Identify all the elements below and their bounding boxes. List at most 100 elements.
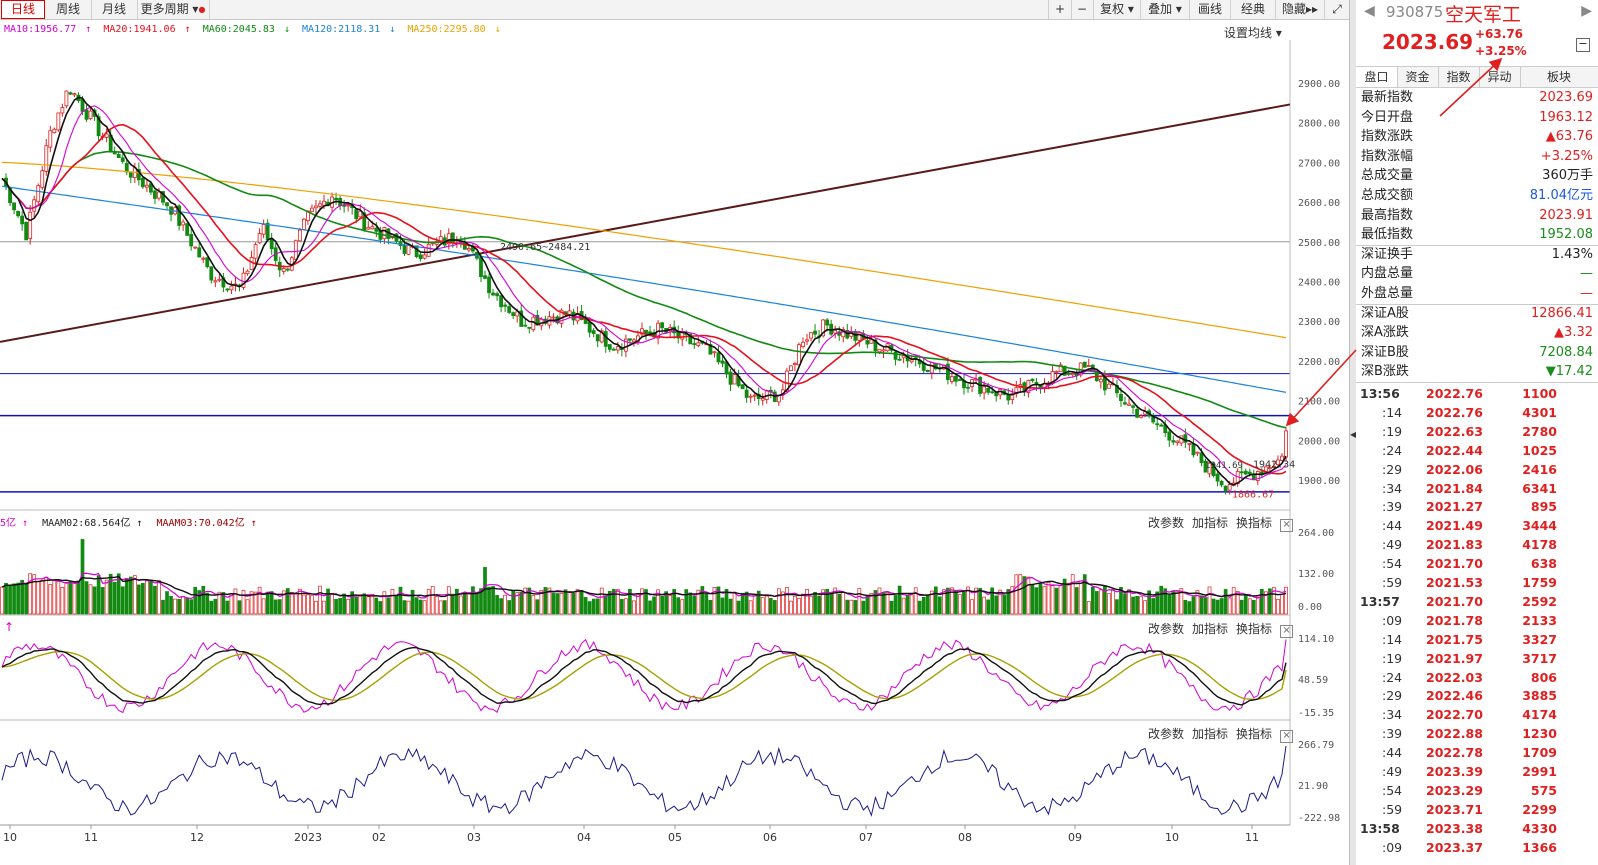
vol-ma3-label: MAAM03:70.042亿 ↑ xyxy=(156,518,257,529)
volume-bar xyxy=(559,592,564,615)
volume-bar xyxy=(1006,589,1011,615)
volume-bar xyxy=(1187,601,1192,615)
hide-button[interactable]: 隐藏▸▸ xyxy=(1276,0,1325,19)
candle xyxy=(789,365,793,372)
zoom-out-button[interactable]: − xyxy=(1071,0,1094,19)
volume-bar xyxy=(994,595,999,615)
tab-more-periods[interactable]: 更多周期 ▾● xyxy=(137,0,210,19)
switch-indicator-button[interactable]: 换指标 xyxy=(1236,727,1273,741)
close-icon[interactable]: × xyxy=(1280,519,1294,532)
volume-bar xyxy=(652,596,656,615)
set-ma-button[interactable]: 设置均线 ▾ xyxy=(1224,26,1282,40)
candle xyxy=(1167,431,1172,441)
tab-daily[interactable]: 日线 xyxy=(1,0,45,19)
next-arrow-icon[interactable]: ▶ xyxy=(1581,3,1592,19)
tick-time: :54 xyxy=(1382,556,1403,572)
add-indicator-button[interactable]: 加指标 xyxy=(1192,727,1229,741)
edit-params-button[interactable]: 改参数 xyxy=(1148,622,1185,636)
zoom-in-button[interactable]: + xyxy=(1048,0,1072,19)
candle xyxy=(1239,471,1244,474)
volume-bar xyxy=(1074,587,1079,615)
index-change: +63.76 xyxy=(1475,27,1524,41)
adjust-button[interactable]: 复权 ▾ xyxy=(1094,0,1141,19)
volume-bar xyxy=(611,588,616,615)
ma20-value: MA20:1941.06 xyxy=(103,24,176,35)
volume-bar xyxy=(857,588,862,615)
volume-bar xyxy=(551,592,556,615)
tab-handicap[interactable]: 盘口 xyxy=(1356,67,1398,87)
tick-time: :39 xyxy=(1382,726,1403,742)
volume-bar xyxy=(547,587,552,615)
volume-bar xyxy=(519,591,524,615)
volume-bar xyxy=(213,598,218,615)
volume-bar xyxy=(615,589,620,615)
tick-time: :14 xyxy=(1382,631,1403,647)
candle xyxy=(809,332,813,339)
volume-bar xyxy=(535,599,540,615)
candle xyxy=(515,311,520,317)
tab-capital[interactable]: 资金 xyxy=(1397,67,1439,87)
stat-label: 指数涨幅 xyxy=(1361,148,1414,164)
volume-bar xyxy=(503,594,507,615)
tick-volume: 2592 xyxy=(1522,593,1557,609)
x-axis-label: 03 xyxy=(467,831,481,844)
candle xyxy=(225,288,230,291)
x-axis-label: 10 xyxy=(1165,831,1179,844)
divider xyxy=(1356,303,1598,305)
candle xyxy=(495,293,499,297)
kdj-axis-label: 48.59 xyxy=(1298,675,1328,686)
tick-time: :54 xyxy=(1382,782,1403,798)
tick-volume: 4178 xyxy=(1522,537,1557,553)
ma60-label: MA60:2045.83 ↓ xyxy=(203,24,293,35)
kline-chart[interactable]: 2490.65~2484.21 1866.67 1942.34 1941.69 290… xyxy=(0,40,1348,865)
classic-button[interactable]: 经典 xyxy=(1231,0,1276,19)
volume-bar xyxy=(0,586,4,615)
stat-row: 深证换手 1.43% xyxy=(1361,245,1593,265)
add-indicator-button[interactable]: 加指标 xyxy=(1192,622,1229,636)
volume-bar xyxy=(781,591,785,615)
ma20-line xyxy=(1,123,1287,475)
tab-weekly[interactable]: 周线 xyxy=(45,0,92,19)
stat-row: 最高指数 2023.91 xyxy=(1361,206,1593,226)
candle xyxy=(1070,373,1075,376)
tab-monthly[interactable]: 月线 xyxy=(91,0,138,19)
volume-bar xyxy=(430,586,435,615)
collapse-icon[interactable]: − xyxy=(1576,38,1590,52)
volume-axis-label: 0.00 xyxy=(1298,602,1322,613)
volume-bar xyxy=(382,591,387,615)
volume-header: 5亿 ↑ MAAM02:68.564亿 ↑ MAAM03:70.042亿 ↑ xyxy=(0,514,257,529)
candle xyxy=(32,199,37,212)
close-icon[interactable]: × xyxy=(1280,730,1294,743)
tick-time: 13:56 xyxy=(1360,386,1400,401)
tick-time: :59 xyxy=(1382,801,1403,817)
tab-sector[interactable]: 板块 xyxy=(1546,70,1571,84)
switch-indicator-button[interactable]: 换指标 xyxy=(1236,622,1273,636)
tab-abnormal[interactable]: 异动 xyxy=(1479,67,1521,87)
volume-bar xyxy=(1175,591,1180,615)
candle xyxy=(177,205,182,226)
edit-params-button[interactable]: 改参数 xyxy=(1148,516,1185,530)
switch-indicator-button[interactable]: 换指标 xyxy=(1236,516,1273,530)
volume-bar xyxy=(362,593,367,615)
close-icon[interactable]: × xyxy=(1280,625,1294,638)
candle xyxy=(797,344,801,366)
candle xyxy=(599,330,604,343)
volume-bar xyxy=(120,586,125,615)
prev-arrow-icon[interactable]: ◀ xyxy=(1364,3,1375,19)
candle xyxy=(1272,466,1276,468)
edit-params-button[interactable]: 改参数 xyxy=(1148,727,1185,741)
volume-bar xyxy=(539,589,544,615)
tick-time: :49 xyxy=(1382,764,1403,779)
tick-row: 13:58 2023.38 4330 xyxy=(1356,820,1598,839)
volume-bar xyxy=(1147,590,1151,615)
tab-index[interactable]: 指数 xyxy=(1438,67,1480,87)
candle xyxy=(1058,364,1063,373)
add-indicator-button[interactable]: 加指标 xyxy=(1192,516,1229,530)
draw-button[interactable]: 画线 xyxy=(1190,0,1231,19)
volume-bar xyxy=(797,598,801,615)
x-axis-label: 08 xyxy=(958,831,972,844)
x-axis-label: 09 xyxy=(1068,831,1082,844)
candle xyxy=(48,130,53,148)
overlay-button[interactable]: 叠加 ▾ xyxy=(1141,0,1190,19)
candle xyxy=(342,204,347,207)
